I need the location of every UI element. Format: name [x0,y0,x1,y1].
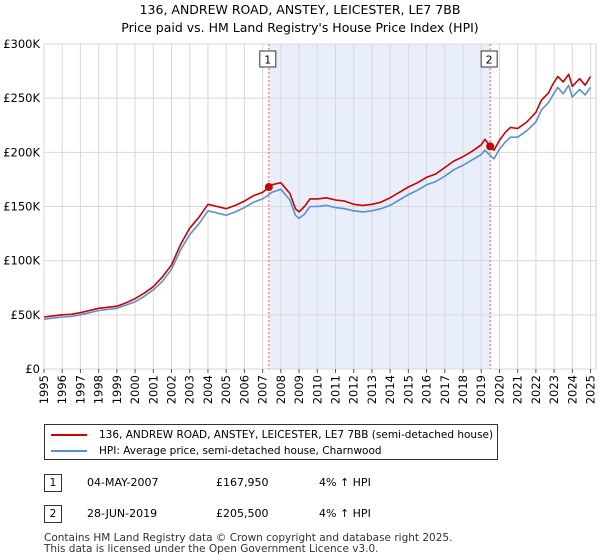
sale-marker-box [480,50,498,68]
x-tick-label: 2006 [237,375,251,404]
x-tick-label: 1996 [55,375,69,404]
sale-price: £167,950 [216,476,269,489]
sale-marker-label: 1 [264,54,271,67]
x-tick-label: 2000 [128,375,142,404]
series-line-hpi [43,84,592,320]
footer-attribution: Contains HM Land Registry data © Crown c… [44,533,452,555]
y-tick-label: £50K [11,308,41,322]
x-tick-label: 1999 [110,375,124,404]
footer-copyright: Contains HM Land Registry data © Crown c… [44,532,453,544]
chart-subtitle: Price paid vs. HM Land Registry's House … [121,20,479,35]
sale-marker-label: 2 [486,54,493,67]
x-tick-label: 1998 [92,375,106,404]
x-tick-label: 2018 [456,375,470,404]
price-chart: £0 £50K £100K £150K £200K £250K £300K 1995 1996 1… [3,37,598,404]
x-tick-label: 2022 [529,375,543,404]
legend-swatch-property [51,434,87,436]
y-tick-label: £150K [3,200,40,214]
chart-title: 136, ANDREW ROAD, ANSTEY, LEICESTER, LE7… [139,2,461,17]
legend-label-property: 136, ANDREW ROAD, ANSTEY, LEICESTER, LE7… [99,429,494,441]
sale-point [264,183,273,192]
x-tick-label: 2001 [146,375,160,404]
x-tick-label: 2017 [438,375,452,404]
x-tick-label: 2016 [420,375,434,404]
sale-date: 04-MAY-2007 [87,476,159,489]
x-tick-label: 2012 [347,375,361,404]
x-tick-label: 2015 [401,375,415,404]
series-line-property [43,73,592,318]
y-tick-label: £300K [3,37,40,51]
y-tick-label: £200K [3,145,40,159]
x-tick-label: 2009 [292,375,306,404]
x-tick-label: 2021 [511,375,525,404]
sale-date: 28-JUN-2019 [87,507,158,520]
x-tick-label: 1995 [37,375,51,404]
x-tick-label: 1997 [73,375,87,404]
legend: 136, ANDREW ROAD, ANSTEY, LEICESTER, LE7… [44,424,498,460]
x-tick-label: 2024 [565,375,579,404]
sale-row: 1 04-MAY-2007 £167,950 4% ↑ HPI [44,474,444,492]
legend-label-hpi: HPI: Average price, semi-detached house,… [99,445,382,457]
sale-hpi-diff: 4% ↑ HPI [319,476,371,489]
x-tick-label: 2004 [201,375,215,404]
x-tick-label: 2005 [219,375,233,404]
legend-swatch-hpi [51,450,87,452]
x-tick-label: 2003 [183,375,197,404]
x-tick-label: 2007 [256,375,270,404]
x-tick-label: 2011 [328,375,342,404]
y-tick-label: £250K [3,91,40,105]
x-tick-label: 2002 [165,375,179,404]
sale-price: £205,500 [216,507,269,520]
sale-marker-badge: 2 [44,505,62,523]
x-tick-label: 2020 [492,375,506,404]
x-tick-label: 2010 [310,375,324,404]
x-tick-label: 2014 [383,375,397,404]
x-tick-label: 2008 [274,375,288,404]
footer-licence: This data is licensed under the Open Gov… [44,543,379,555]
sale-marker-badge: 1 [44,474,62,492]
x-tick-label: 2019 [474,375,488,404]
x-tick-label: 2013 [365,375,379,404]
sale-hpi-diff: 4% ↑ HPI [319,507,371,520]
sale-row: 2 28-JUN-2019 £205,500 4% ↑ HPI [44,505,444,523]
x-tick-label: 2023 [547,375,561,404]
sale-marker-box [259,50,277,68]
sale-point [486,142,495,151]
x-tick-label: 2025 [584,375,598,404]
y-tick-label: £100K [3,254,40,268]
y-tick-label: £0 [25,362,40,376]
